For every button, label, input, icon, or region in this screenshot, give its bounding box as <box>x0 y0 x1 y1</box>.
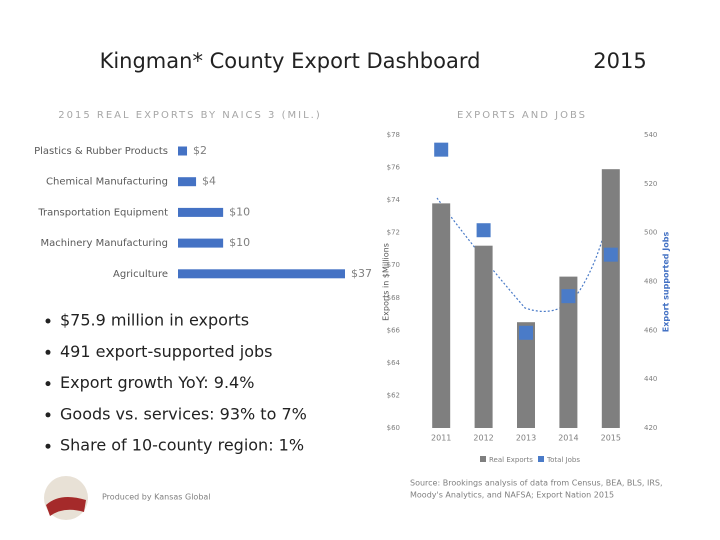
bullet-text: $75.9 million in exports <box>60 311 249 330</box>
bar <box>432 203 451 428</box>
bullet-text: Share of 10-county region: 1% <box>60 436 304 455</box>
category-label: Agriculture <box>113 269 168 280</box>
legend-swatch <box>538 456 544 462</box>
bullet-text: Export growth YoY: 9.4% <box>60 373 254 392</box>
y2-tick-label: 460 <box>644 326 657 334</box>
category-label: Machinery Manufacturing <box>41 238 168 249</box>
y-tick-label: $60 <box>387 424 400 432</box>
y-tick-label: $68 <box>387 294 400 302</box>
source-line: Moody's Analytics, and NAFSA; Export Nat… <box>410 491 614 500</box>
y2-tick-label: 520 <box>644 180 657 188</box>
bar <box>517 322 535 428</box>
chart-title: EXPORTS AND JOBS <box>457 110 587 121</box>
y-tick-label: $62 <box>387 391 400 399</box>
y-tick-label: $72 <box>387 229 400 237</box>
y2-tick-label: 420 <box>644 424 657 432</box>
bar <box>178 238 224 248</box>
category-label: Plastics & Rubber Products <box>34 146 168 157</box>
bullet-text: 491 export-supported jobs <box>60 342 272 361</box>
legend-swatch <box>480 456 486 462</box>
value-label: $10 <box>229 205 250 218</box>
marker <box>476 223 491 238</box>
marker <box>561 289 576 304</box>
credit: Produced by Kansas Global <box>102 493 211 502</box>
bar <box>178 269 345 279</box>
chart-title: 2015 REAL EXPORTS BY NAICS 3 (MIL.) <box>58 110 321 121</box>
y-tick-label: $78 <box>387 131 400 139</box>
source-line: Source: Brookings analysis of data from … <box>410 479 663 488</box>
bullet-dot <box>45 381 51 387</box>
y2-tick-label: 500 <box>644 229 657 237</box>
y-axis-label: Exports in $Millions <box>382 243 391 321</box>
bullet-dot <box>45 443 51 449</box>
page-title: Kingman* County Export Dashboard <box>100 49 481 73</box>
y-tick-label: $70 <box>387 261 400 269</box>
x-tick-label: 2015 <box>601 434 621 443</box>
y-tick-label: $66 <box>387 326 401 334</box>
y-tick-label: $64 <box>387 359 401 367</box>
bar <box>178 146 188 156</box>
y2-tick-label: 540 <box>644 131 657 139</box>
bar <box>559 276 578 428</box>
marker <box>519 325 533 340</box>
y2-axis-label: Export supported Jobs <box>662 232 671 333</box>
y-tick-label: $74 <box>387 196 401 204</box>
value-label: $37 <box>351 267 372 280</box>
trend-line <box>436 184 615 312</box>
logo <box>44 476 88 520</box>
page-year: 2015 <box>593 49 646 73</box>
y2-tick-label: 480 <box>644 278 657 286</box>
x-tick-label: 2014 <box>558 434 578 443</box>
x-tick-label: 2012 <box>473 434 493 443</box>
bar <box>178 207 224 217</box>
bar <box>601 169 620 428</box>
x-tick-label: 2011 <box>431 434 451 443</box>
bar <box>474 245 493 428</box>
marker <box>603 247 618 262</box>
y-tick-label: $76 <box>387 164 401 172</box>
marker <box>434 142 449 157</box>
legend-label: Real Exports <box>489 456 533 464</box>
legend-label: Total Jobs <box>546 456 580 464</box>
value-label: $2 <box>193 144 207 157</box>
value-label: $4 <box>202 175 216 188</box>
bullet-text: Goods vs. services: 93% to 7% <box>60 404 307 423</box>
y2-tick-label: 440 <box>644 375 657 383</box>
x-tick-label: 2013 <box>516 434 536 443</box>
logo-swoosh <box>46 496 86 516</box>
bullet-dot <box>45 412 51 418</box>
bullet-dot <box>45 318 51 324</box>
value-label: $10 <box>229 236 250 249</box>
category-label: Transportation Equipment <box>37 207 168 218</box>
category-label: Chemical Manufacturing <box>46 177 168 188</box>
bullet-dot <box>45 349 51 355</box>
bar <box>178 177 197 187</box>
